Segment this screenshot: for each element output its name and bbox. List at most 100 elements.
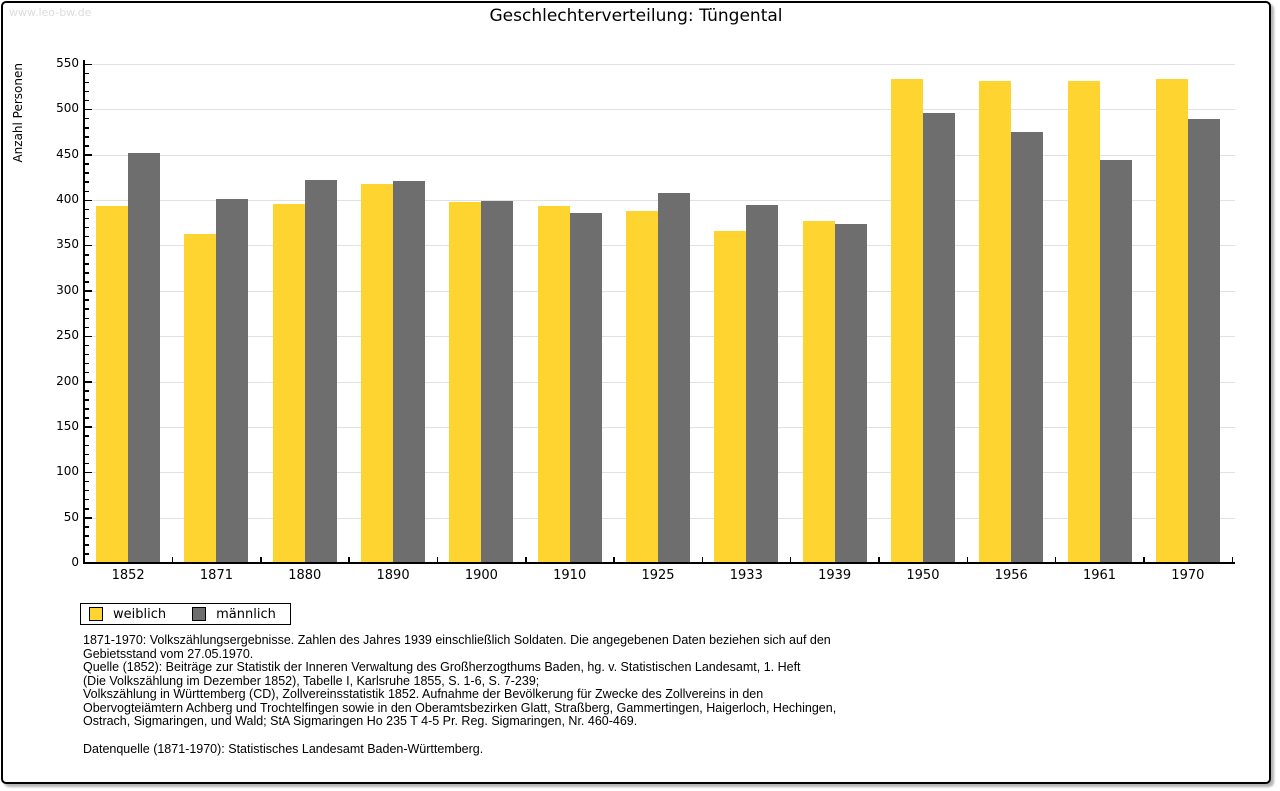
x-tick-2 bbox=[260, 557, 262, 563]
y-tick-label-400: 400 bbox=[56, 192, 79, 207]
y-tick-550 bbox=[85, 63, 92, 65]
bar-chart-plot-area: 0 50 100 150 200 250 300 350 400 450 500 550 1852 187… bbox=[3, 3, 1269, 782]
bar-männlich-1950 bbox=[922, 112, 955, 563]
x-tick-label-1871: 1871 bbox=[199, 568, 233, 583]
y-tick-130 bbox=[85, 444, 89, 447]
x-tick-label-1910: 1910 bbox=[553, 568, 587, 583]
y-tick-360 bbox=[85, 235, 89, 238]
y-tick-450 bbox=[85, 154, 92, 156]
y-tick-380 bbox=[85, 217, 89, 220]
y-tick-240 bbox=[85, 344, 89, 347]
y-tick-340 bbox=[85, 254, 89, 256]
x-tick-label-1950: 1950 bbox=[906, 568, 940, 583]
bar-weiblich-1970 bbox=[1155, 78, 1188, 563]
x-tick-label-1900: 1900 bbox=[464, 568, 498, 583]
gridline-500 bbox=[84, 109, 1235, 111]
x-tick-label-1880: 1880 bbox=[288, 568, 322, 583]
bar-männlich-1939 bbox=[834, 223, 867, 563]
data-source-note: Datenquelle (1871-1970): Statistisches L… bbox=[83, 742, 484, 756]
y-tick-label-450: 450 bbox=[56, 146, 79, 161]
bar-weiblich-1950 bbox=[890, 79, 923, 563]
x-axis-line bbox=[83, 562, 1235, 564]
bar-männlich-1961 bbox=[1099, 160, 1132, 563]
y-tick-20 bbox=[85, 544, 89, 546]
y-tick-290 bbox=[85, 299, 89, 301]
y-tick-50 bbox=[85, 517, 92, 519]
legend-label-weiblich: weiblich bbox=[113, 606, 167, 622]
y-tick-label-300: 300 bbox=[56, 282, 79, 297]
x-tick-12 bbox=[1143, 557, 1145, 563]
x-tick-13 bbox=[1231, 557, 1233, 563]
y-tick-220 bbox=[85, 362, 89, 365]
y-tick-90 bbox=[85, 480, 89, 483]
y-tick-0 bbox=[85, 562, 92, 564]
y-tick-370 bbox=[85, 226, 89, 229]
y-tick-label-100: 100 bbox=[56, 464, 79, 479]
x-tick-5 bbox=[525, 557, 527, 563]
bar-männlich-1871 bbox=[216, 199, 249, 563]
watermark: www.leo-bw.de bbox=[9, 6, 92, 19]
y-tick-520 bbox=[85, 90, 89, 93]
y-tick-530 bbox=[85, 81, 89, 84]
x-tick-11 bbox=[1054, 557, 1057, 563]
bar-männlich-1880 bbox=[304, 180, 337, 563]
y-tick-350 bbox=[85, 244, 92, 247]
y-tick-500 bbox=[85, 108, 92, 111]
y-tick-400 bbox=[85, 199, 92, 202]
y-tick-250 bbox=[85, 335, 92, 338]
bar-weiblich-1956 bbox=[979, 81, 1012, 563]
y-tick-310 bbox=[85, 281, 89, 283]
y-tick-label-550: 550 bbox=[56, 56, 79, 70]
y-tick-200 bbox=[85, 381, 92, 383]
x-tick-1 bbox=[171, 557, 174, 563]
x-tick-label-1933: 1933 bbox=[729, 568, 763, 583]
y-tick-390 bbox=[85, 208, 89, 211]
y-tick-330 bbox=[85, 263, 89, 265]
y-tick-100 bbox=[85, 471, 92, 474]
weiblich-color-swatch bbox=[89, 607, 103, 621]
x-tick-label-1961: 1961 bbox=[1082, 568, 1117, 583]
y-tick-140 bbox=[85, 435, 89, 437]
x-tick-label-1939: 1939 bbox=[818, 568, 852, 583]
bar-männlich-1900 bbox=[481, 200, 514, 563]
y-tick-490 bbox=[85, 117, 89, 120]
bar-weiblich-1925 bbox=[626, 210, 658, 563]
y-tick-300 bbox=[85, 290, 92, 292]
y-tick-430 bbox=[85, 172, 89, 174]
x-tick-label-1852: 1852 bbox=[111, 568, 145, 583]
y-tick-230 bbox=[85, 353, 89, 356]
gridline-450 bbox=[84, 154, 1235, 156]
chart-title: Geschlechterverteilung: Tüngental bbox=[489, 6, 783, 26]
y-tick-110 bbox=[85, 462, 89, 465]
y-tick-label-350: 350 bbox=[56, 237, 79, 252]
y-tick-440 bbox=[85, 163, 89, 165]
bar-männlich-1910 bbox=[569, 212, 602, 563]
y-tick-410 bbox=[85, 190, 89, 193]
maennlich-color-swatch bbox=[192, 607, 207, 621]
y-tick-label-150: 150 bbox=[56, 418, 79, 433]
bar-weiblich-1961 bbox=[1067, 81, 1100, 563]
y-tick-160 bbox=[85, 417, 89, 419]
x-tick-label-1925: 1925 bbox=[641, 568, 675, 583]
gridline-550 bbox=[84, 64, 1235, 65]
y-tick-470 bbox=[85, 136, 89, 138]
y-tick-420 bbox=[85, 181, 89, 183]
y-tick-30 bbox=[85, 535, 89, 537]
x-tick-4 bbox=[436, 557, 439, 563]
x-tick-3 bbox=[348, 557, 350, 563]
bar-männlich-1933 bbox=[746, 204, 779, 563]
y-tick-label-500: 500 bbox=[56, 101, 79, 116]
source-note: 1871-1970: Volkszählungsergebnisse. Zahl… bbox=[83, 633, 837, 728]
bar-weiblich-1933 bbox=[714, 230, 747, 563]
y-tick-70 bbox=[85, 498, 89, 501]
y-tick-540 bbox=[85, 72, 89, 75]
y-tick-210 bbox=[85, 371, 89, 374]
chart-legend: weiblich männlich bbox=[80, 603, 291, 625]
y-tick-40 bbox=[85, 526, 89, 528]
y-tick-270 bbox=[85, 317, 89, 320]
y-tick-170 bbox=[85, 408, 89, 410]
y-tick-label-0: 0 bbox=[71, 555, 79, 569]
bar-weiblich-1890 bbox=[361, 183, 394, 563]
x-tick-6 bbox=[613, 557, 615, 563]
